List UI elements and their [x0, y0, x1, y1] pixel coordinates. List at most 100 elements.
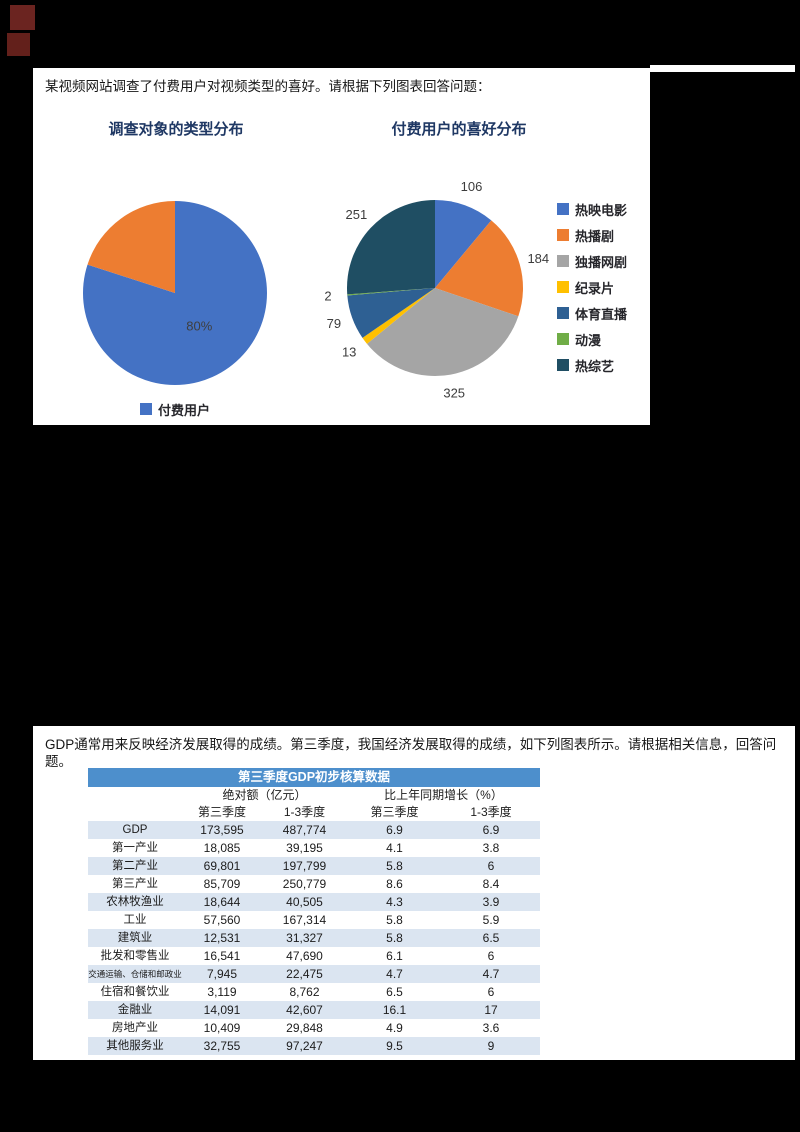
row-label: 其他服务业: [106, 1040, 164, 1052]
legend-label: 热综艺: [575, 358, 615, 374]
table-row-GDP: GDP 173,595 487,774 6.9 6.9: [88, 821, 540, 839]
cell-value: 250,779: [282, 877, 327, 891]
table-row-住宿和餐饮业: 住宿和餐饮业 3,119 8,762 6.5 6: [88, 983, 540, 1001]
row-label: 住宿和餐饮业: [100, 986, 170, 998]
row-label: GDP: [122, 824, 148, 836]
legend-label: 动漫: [575, 332, 602, 348]
cell-value: 8,762: [289, 985, 320, 999]
legend-label: 热播剧: [575, 228, 615, 244]
cell-value: 6: [487, 949, 495, 963]
cell-value: 42,607: [286, 1003, 323, 1017]
legend-swatch-icon: [557, 359, 569, 371]
cell-value: 6.1: [386, 949, 403, 963]
legend-swatch-icon: [557, 307, 569, 319]
chart-2-legend: 热映电影热播剧独播网剧纪录片体育直播动漫热综艺: [557, 196, 627, 378]
cell-value: 8.6: [386, 877, 403, 891]
cell-value: 3.9: [482, 895, 500, 909]
cell-value: 4.3: [386, 895, 403, 909]
gdp-table: 第三季度GDP初步核算数据 绝对额（亿元） 比上年同期增长（%） 第三季度 1-3季…: [88, 768, 540, 1055]
row-label: 农林牧渔业: [106, 896, 164, 908]
legend-label: 独播网剧: [575, 254, 628, 270]
pie-value-label: 13: [342, 345, 356, 360]
cell-value: 173,595: [200, 823, 244, 837]
cell-value: 8.4: [482, 877, 500, 891]
cell-value: 167,314: [282, 913, 327, 927]
table-row-其他服务业: 其他服务业 32,755 97,247 9.5 9: [88, 1037, 540, 1055]
pie-chart-survey-types: 80%: [82, 200, 267, 385]
legend-item-独播网剧: 独播网剧: [557, 248, 627, 274]
pie-slice-热映电影: [435, 200, 492, 288]
cell-value: 31,327: [286, 931, 323, 945]
pie-value-label: 2: [324, 288, 331, 303]
pie-value-label: 325: [443, 386, 465, 401]
legend-label: 体育直播: [575, 306, 628, 322]
corner-marker-2: [7, 33, 30, 56]
legend-item-付费用户: 付费用户: [139, 400, 210, 418]
row-label: 交通运输、仓储和邮政业: [88, 969, 182, 979]
gdp-table-group-header: 绝对额（亿元） 比上年同期增长（%）: [88, 787, 540, 804]
legend-item-热映电影: 热映电影: [557, 196, 627, 222]
column-group-header: 比上年同期增长（%）: [384, 788, 503, 802]
pie-value-label: 251: [346, 207, 368, 222]
column-header: 1-3季度: [283, 805, 326, 819]
cell-value: 487,774: [282, 823, 327, 837]
pie-value-label: 80%: [186, 319, 212, 334]
pie-slice-付费用户: [82, 201, 267, 385]
legend-item-热综艺: 热综艺: [557, 352, 627, 378]
legend-swatch-icon: [557, 255, 569, 267]
cell-value: 6: [487, 859, 495, 873]
pie-slice-unlabeled: [87, 200, 175, 293]
video-survey-section: 某视频网站调查了付费用户对视频类型的喜好。请根据下列图表回答问题： 调查对象的类…: [33, 68, 650, 425]
column-group-header: [88, 787, 182, 804]
cell-value: 9.5: [386, 1039, 403, 1053]
legend-item-体育直播: 体育直播: [557, 300, 627, 326]
cell-value: 3,119: [207, 985, 237, 999]
question-2-text: GDP通常用来反映经济发展取得的成绩。第三季度，我国经济发展取得的成绩，如下列图…: [45, 737, 777, 769]
column-group-header: 绝对额（亿元）: [222, 788, 307, 802]
table-row-第二产业: 第二产业 69,801 197,799 5.8 6: [88, 857, 540, 875]
row-label: 金融业: [117, 1004, 153, 1016]
row-label: 第三产业: [112, 878, 158, 890]
chart-1-legend: 付费用户: [65, 400, 285, 418]
question-1-text: 某视频网站调查了付费用户对视频类型的喜好。请根据下列图表回答问题：: [45, 79, 491, 94]
table-row-第三产业: 第三产业 85,709 250,779 8.6 8.4: [88, 875, 540, 893]
gdp-table-title: 第三季度GDP初步核算数据: [88, 768, 540, 787]
cell-value: 22,475: [286, 967, 323, 981]
pie-value-label: 79: [327, 316, 341, 331]
row-label: 工业: [123, 914, 147, 926]
cell-value: 4.7: [386, 967, 403, 981]
column-header: [88, 804, 182, 821]
legend-item-动漫: 动漫: [557, 326, 627, 352]
gdp-table-subheader: 第三季度 1-3季度 第三季度 1-3季度: [88, 804, 540, 821]
cell-value: 6.9: [386, 823, 403, 837]
cell-value: 39,195: [286, 841, 323, 855]
cell-value: 16,541: [203, 949, 241, 963]
pie-slice-热综艺: [347, 200, 435, 295]
legend-swatch-icon: [557, 281, 569, 293]
row-label: 第二产业: [112, 860, 158, 872]
cell-value: 47,690: [286, 949, 323, 963]
cell-value: 10,409: [203, 1021, 241, 1035]
cell-value: 7,945: [206, 967, 238, 981]
cell-value: 18,085: [203, 841, 241, 855]
legend-label: 付费用户: [157, 402, 210, 418]
cell-value: 16.1: [382, 1003, 407, 1017]
gdp-section: GDP通常用来反映经济发展取得的成绩。第三季度，我国经济发展取得的成绩，如下列图…: [33, 726, 795, 1060]
gdp-table-body: GDP 173,595 487,774 6.9 6.9 第一产业 18,085 39,195 4…: [88, 821, 540, 1055]
cell-value: 4.1: [386, 841, 403, 855]
table-row-工业: 工业 57,560 167,314 5.8 5.9: [88, 911, 540, 929]
column-header: 第三季度: [370, 805, 419, 819]
cell-value: 29,848: [286, 1021, 323, 1035]
cell-value: 18,644: [203, 895, 241, 909]
table-row-建筑业: 建筑业 12,531 31,327 5.8 6.5: [88, 929, 540, 947]
legend-swatch-icon: [557, 229, 569, 241]
row-label: 第一产业: [112, 842, 158, 854]
chart-2-title: 付费用户的喜好分布: [391, 121, 527, 138]
legend-swatch-icon: [557, 333, 569, 345]
pie-slice-体育直播: [347, 288, 435, 338]
cell-value: 57,560: [203, 913, 241, 927]
cell-value: 3.8: [482, 841, 500, 855]
table-row-农林牧渔业: 农林牧渔业 18,644 40,505 4.3 3.9: [88, 893, 540, 911]
legend-label: 纪录片: [575, 280, 615, 296]
pie-slice-动漫: [347, 288, 435, 296]
